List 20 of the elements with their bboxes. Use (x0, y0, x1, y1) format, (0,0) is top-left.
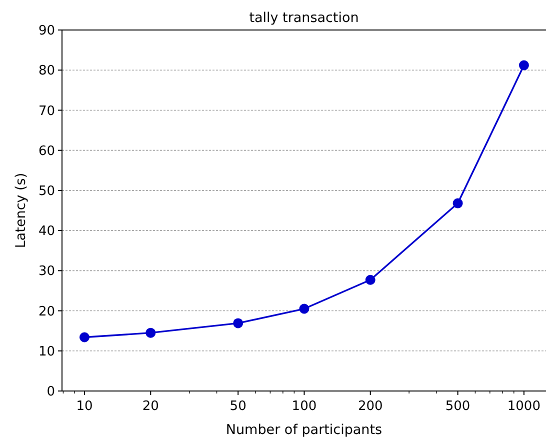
x-tick-label: 10 (76, 399, 93, 414)
x-tick-label: 200 (358, 399, 383, 414)
x-tick-label: 100 (292, 399, 317, 414)
y-tick-label: 60 (38, 144, 55, 159)
y-tick-label: 0 (46, 384, 55, 400)
y-tick-label: 50 (38, 184, 55, 199)
chart-title: tally transaction (249, 10, 359, 26)
y-tick-label: 20 (38, 304, 55, 320)
x-tick-label: 500 (445, 399, 470, 414)
x-tick-label: 50 (230, 399, 246, 414)
x-tick-label: 1000 (507, 399, 540, 414)
y-axis-title: Latency (s) (13, 172, 29, 248)
x-axis-title: Number of participants (226, 422, 382, 438)
x-tick-label: 20 (142, 399, 159, 414)
y-tick-label: 40 (38, 224, 55, 240)
y-tick-label: 90 (38, 24, 55, 39)
y-tick-label: 80 (38, 64, 55, 79)
y-tick-label: 30 (38, 264, 55, 280)
y-tick-label: 70 (38, 104, 55, 119)
y-tick-label: 10 (38, 344, 55, 360)
